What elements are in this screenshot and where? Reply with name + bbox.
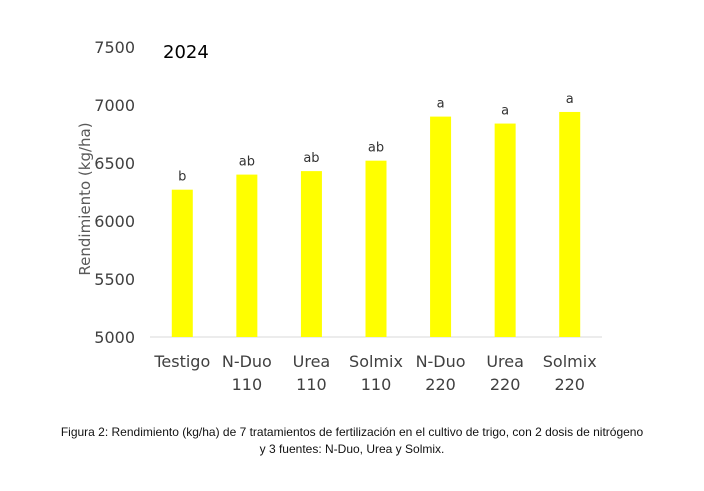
- bar: [300, 171, 322, 337]
- significance-label: a: [566, 92, 574, 107]
- bar: [430, 116, 452, 337]
- category-label: 110: [232, 375, 263, 394]
- y-tick-label: 6500: [94, 154, 135, 173]
- category-label: Testigo: [153, 352, 210, 371]
- category-label: 220: [554, 375, 585, 394]
- category-label: 220: [425, 375, 456, 394]
- chart-title: 2024: [163, 42, 209, 63]
- bar: [494, 123, 516, 337]
- category-label: 110: [361, 375, 392, 394]
- category-label: N-Duo: [416, 352, 466, 371]
- category-label: Solmix: [543, 352, 597, 371]
- bar: [559, 111, 581, 338]
- y-tick-label: 5500: [94, 270, 135, 289]
- significance-label: ab: [368, 141, 384, 156]
- significance-label: a: [501, 104, 509, 119]
- y-tick-label: 6000: [94, 212, 135, 231]
- figure-caption: Figura 2: Rendimiento (kg/ha) de 7 trata…: [60, 425, 644, 456]
- significance-labels: b ab ab ab a a a: [178, 92, 574, 185]
- y-axis-label: Rendimiento (kg/ha): [76, 122, 94, 275]
- bars: [171, 111, 581, 338]
- y-tick-label: 7000: [94, 96, 135, 115]
- category-label: 110: [296, 375, 327, 394]
- y-tick-label: 7500: [94, 38, 135, 57]
- chart-canvas: 2024 Rendimiento (kg/ha) 5000 5500 6000 650…: [76, 38, 602, 394]
- yield-bar-chart: 2024 Rendimiento (kg/ha) 5000 5500 6000 650…: [76, 38, 602, 394]
- bar: [365, 160, 387, 337]
- category-label: N-Duo: [222, 352, 272, 371]
- significance-label: b: [178, 170, 186, 185]
- bar: [171, 189, 193, 337]
- category-label: 220: [490, 375, 521, 394]
- category-label: Urea: [293, 352, 331, 371]
- significance-label: a: [437, 97, 445, 112]
- significance-label: ab: [303, 151, 319, 166]
- bar: [236, 174, 258, 337]
- category-label: Solmix: [349, 352, 403, 371]
- category-label: Urea: [486, 352, 524, 371]
- y-axis-ticks: 5000 5500 6000 6500 7000 7500: [94, 38, 135, 347]
- y-tick-label: 5000: [94, 328, 135, 347]
- significance-label: ab: [239, 155, 255, 170]
- category-labels: Testigo N-Duo 110 Urea 110 Solmix 110 N-Duo 220 U…: [153, 352, 596, 394]
